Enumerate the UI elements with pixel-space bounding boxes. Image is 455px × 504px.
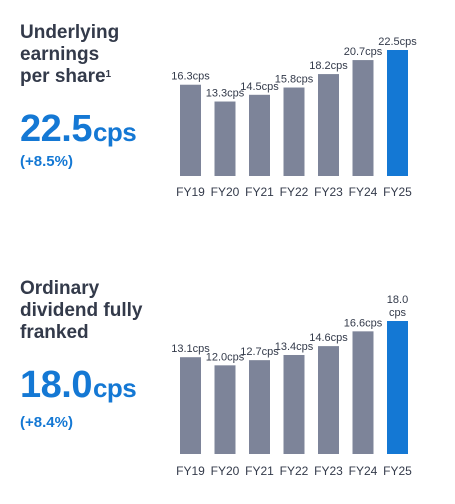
dividend-headline-value: 18.0cps <box>20 364 137 407</box>
eps-tick-fy21: FY21 <box>245 185 274 199</box>
eps-bar-fy24 <box>352 60 374 176</box>
eps-value: 22.5 <box>20 108 92 150</box>
eps-panel: Underlying earnings per share1 22.5cps (… <box>20 22 417 199</box>
eps-bar-fy21 <box>249 94 270 176</box>
eps-tick-fy25: FY25 <box>383 185 412 199</box>
dividend-data-label-fy25: 18.0 cps <box>387 294 408 319</box>
eps-unit: cps <box>92 117 137 147</box>
eps-tick-fy19: FY19 <box>176 185 205 199</box>
eps-heading-line-3: per share <box>20 66 106 87</box>
dividend-panel: Ordinary dividend fully franked 18.0cps … <box>0 252 455 504</box>
eps-bar-fy22 <box>283 87 305 176</box>
dividend-tick-fy24: FY24 <box>349 464 378 478</box>
footnote-marker: 1 <box>105 69 112 80</box>
dividend-tick-fy22: FY22 <box>280 464 309 478</box>
eps-data-label-fy22: 15.8cps <box>275 74 314 86</box>
dividend-data-label-fy19: 13.1cps <box>171 343 210 355</box>
dividend-bar-fy25 <box>387 321 408 454</box>
dividend-tick-fy19: FY19 <box>176 464 205 478</box>
eps-bar-fy25 <box>387 50 408 176</box>
dividend-tick-fy25: FY25 <box>383 464 412 478</box>
dividend-bar-fy23 <box>318 346 339 454</box>
eps-heading-line-2: earnings <box>20 44 100 65</box>
dividend-bar-fy21 <box>249 360 270 454</box>
dividend-data-label-fy23: 14.6cps <box>309 332 348 344</box>
eps-data-label-fy21: 14.5cps <box>240 81 279 93</box>
eps-tick-fy22: FY22 <box>280 185 309 199</box>
eps-bar-chart: 16.3cps FY19 13.3cps FY20 14.5cps FY21 15.8cps… <box>171 36 417 199</box>
dividend-bar-fy24 <box>352 331 374 454</box>
eps-data-label-fy24: 20.7cps <box>344 46 383 58</box>
eps-bar-fy23 <box>318 74 339 176</box>
dividend-tick-fy20: FY20 <box>211 464 240 478</box>
eps-heading: Underlying earnings per share1 <box>20 22 170 88</box>
eps-change: (+8.5%) <box>20 153 73 170</box>
eps-data-label-fy25: 22.5cps <box>378 36 417 48</box>
eps-heading-line-1: Underlying <box>20 22 120 43</box>
eps-bar-fy20 <box>214 101 236 176</box>
dividend-data-label-fy22: 13.4cps <box>275 341 314 353</box>
dividend-tick-fy23: FY23 <box>314 464 343 478</box>
dividend-data-label-fy20: 12.0cps <box>206 351 245 363</box>
dividend-tick-fy21: FY21 <box>245 464 274 478</box>
dividend-data-label-fy24: 16.6cps <box>344 317 383 329</box>
dividend-change: (+8.4%) <box>20 414 73 431</box>
dividend-heading-line-3: franked <box>20 322 89 343</box>
eps-headline-value: 22.5cps <box>20 108 137 151</box>
dividend-data-label-fy21: 12.7cps <box>240 346 279 358</box>
dividend-bar-fy22 <box>283 354 305 454</box>
dividend-unit: cps <box>92 373 137 403</box>
eps-data-label-fy20: 13.3cps <box>206 88 245 100</box>
eps-tick-fy20: FY20 <box>211 185 240 199</box>
dividend-heading-line-1: Ordinary <box>20 278 100 299</box>
eps-bar-fy19 <box>180 84 201 176</box>
dividend-heading: Ordinary dividend fully franked <box>20 278 170 344</box>
eps-tick-fy24: FY24 <box>349 185 378 199</box>
dividend-heading-line-2: dividend fully <box>20 300 143 321</box>
dividend-bar-chart: 13.1cps FY19 12.0cps FY20 12.7cps FY21 13.4cps… <box>171 294 412 478</box>
dividend-bar-fy20 <box>214 365 236 454</box>
eps-tick-fy23: FY23 <box>314 185 343 199</box>
eps-data-label-fy23: 18.2cps <box>309 60 348 72</box>
dividend-value: 18.0 <box>20 364 92 406</box>
eps-data-label-fy19: 16.3cps <box>171 71 210 83</box>
dividend-bar-fy19 <box>180 357 201 454</box>
